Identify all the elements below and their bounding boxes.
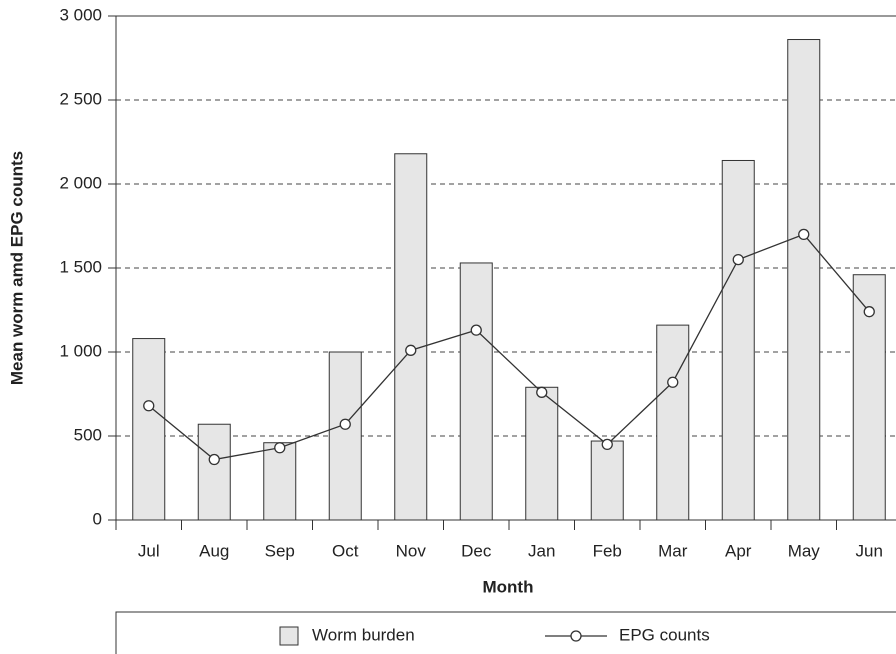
marker <box>143 400 155 412</box>
marker <box>798 228 810 241</box>
marker <box>274 442 286 454</box>
y-tick-label: 2 500 <box>59 89 102 108</box>
bar <box>656 324 690 521</box>
bar <box>328 351 362 521</box>
marker <box>208 453 220 466</box>
x-tick-label: Apr <box>725 541 752 560</box>
bar <box>525 386 559 521</box>
x-tick-label: Feb <box>593 541 622 560</box>
bar <box>590 440 624 521</box>
marker <box>863 306 875 318</box>
legend-marker <box>570 630 582 642</box>
bar <box>787 39 821 521</box>
marker <box>601 438 613 451</box>
marker <box>536 386 548 398</box>
y-tick-label: 1 000 <box>59 341 102 360</box>
y-tick-label: 0 <box>93 509 102 528</box>
x-tick-label: Nov <box>396 541 427 560</box>
y-tick-label: 2 000 <box>59 173 102 192</box>
x-tick-label: Mar <box>658 541 688 560</box>
marker <box>339 418 351 430</box>
legend-swatch <box>279 626 299 646</box>
x-tick-label: May <box>788 541 821 560</box>
marker <box>732 253 744 266</box>
x-tick-label: Sep <box>265 541 295 560</box>
x-tick-label: Jan <box>528 541 555 560</box>
y-axis-title: Mean worm amd EPG counts <box>7 151 26 385</box>
bar <box>394 153 428 521</box>
line <box>148 233 870 461</box>
x-tick-label: Dec <box>461 541 492 560</box>
x-tick-label: Oct <box>332 541 359 560</box>
bar <box>459 262 493 521</box>
bar <box>263 442 297 521</box>
bar <box>132 338 166 521</box>
y-tick-label: 1 500 <box>59 257 102 276</box>
legend <box>115 611 896 654</box>
y-tick-label: 3 000 <box>59 5 102 24</box>
legend-label: Worm burden <box>312 625 415 644</box>
y-tick-label: 500 <box>74 425 102 444</box>
legend-label: EPG counts <box>619 625 710 644</box>
x-axis-title: Month <box>483 577 534 596</box>
marker <box>470 324 482 336</box>
bar <box>721 159 755 521</box>
marker <box>405 344 417 356</box>
bar <box>197 423 231 521</box>
x-tick-label: Jun <box>856 541 883 560</box>
x-tick-label: Aug <box>199 541 229 560</box>
marker <box>667 376 679 388</box>
x-tick-label: Jul <box>138 541 160 560</box>
